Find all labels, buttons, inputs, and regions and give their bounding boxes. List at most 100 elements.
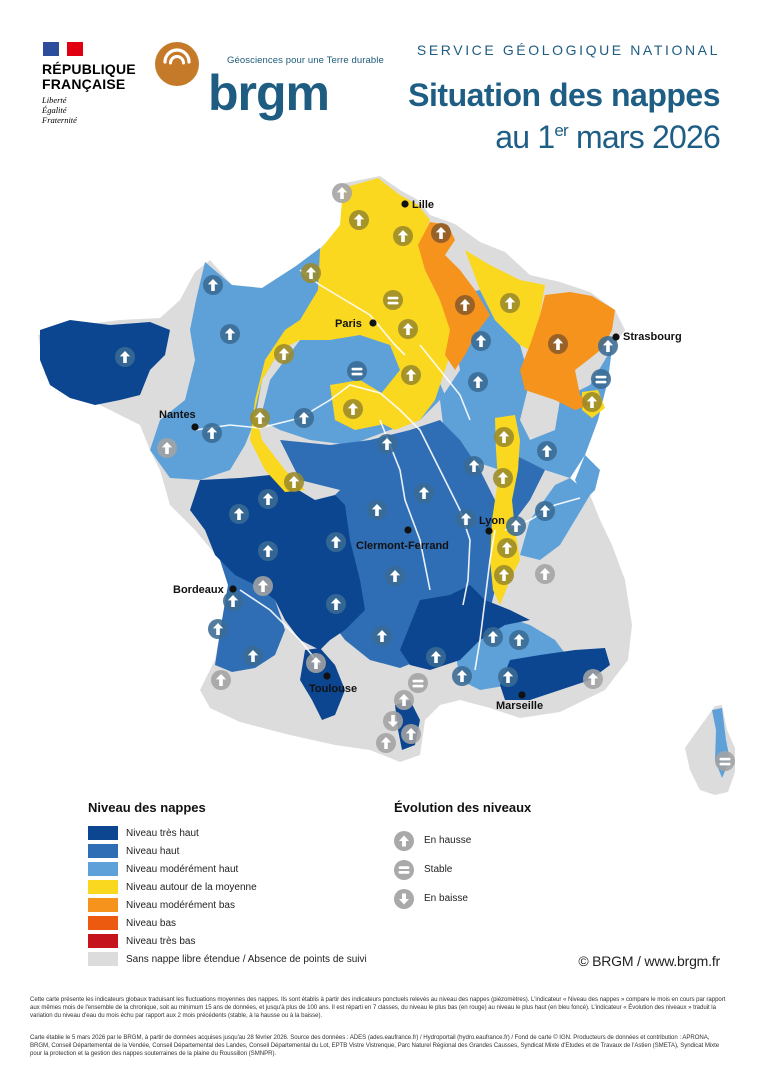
arrow-up-circle-icon [426, 647, 446, 667]
city-lille: Lille [401, 199, 434, 211]
arrow-up-circle-icon [401, 724, 421, 744]
legend-item-moderement-bas: Niveau modérément bas [88, 896, 367, 914]
arrow-up-circle-icon [471, 331, 491, 351]
equals-circle-icon [408, 673, 428, 693]
arrow-up-circle-icon [332, 183, 352, 203]
map-canvas: Lille Paris Strasbourg Nantes Lyon Clermont-F… [38, 176, 735, 795]
arrow-up-circle-icon [456, 509, 476, 529]
legend-item-stable: Stable [394, 855, 471, 884]
legend-evolution: En hausse Stable En baisse [394, 826, 471, 913]
arrow-up-circle-icon [294, 408, 314, 428]
region-niveau-moderement-bas [418, 222, 615, 410]
legend-item-moderement-haut: Niveau modérément haut [88, 860, 367, 878]
city-dot-icon [401, 200, 409, 208]
arrow-up-circle-icon [250, 408, 270, 428]
arrow-up-circle-icon [349, 210, 369, 230]
city-label: Clermont-Ferrand [356, 540, 449, 552]
equals-circle-icon [347, 361, 367, 381]
city-label: Nantes [159, 409, 196, 421]
legend-item-baisse: En baisse [394, 884, 471, 913]
city-dot-icon [229, 585, 237, 593]
city-dot-icon [485, 527, 493, 535]
arrow-up-circle-icon [401, 365, 421, 385]
arrow-up-circle-icon [376, 733, 396, 753]
arrow-up-circle-icon [385, 566, 405, 586]
arrow-up-circle-icon [274, 344, 294, 364]
legend-item-autour-moyenne: Niveau autour de la moyenne [88, 878, 367, 896]
arrow-up-circle-icon [506, 516, 526, 536]
arrow-up-circle-icon [243, 646, 263, 666]
arrow-up-circle-icon [393, 226, 413, 246]
arrow-up-circle-icon [535, 564, 555, 584]
arrow-up-circle-icon [398, 319, 418, 339]
arrow-up-circle-icon [493, 468, 513, 488]
arrow-up-circle-icon [203, 275, 223, 295]
city-dot-icon [612, 333, 620, 341]
city-lyon: Lyon [479, 515, 505, 535]
arrow-up-circle-icon [535, 501, 555, 521]
legend-item-hausse: En hausse [394, 826, 471, 855]
arrow-up-circle-icon [258, 489, 278, 509]
arrow-up-circle-icon [115, 347, 135, 367]
arrow-up-circle-icon [431, 223, 451, 243]
legend-evolution-title: Évolution des niveaux [394, 800, 532, 815]
swatch-moderement-bas [88, 898, 118, 912]
arrow-up-circle-icon [582, 392, 602, 412]
swatch-bas [88, 916, 118, 930]
arrow-up-circle-icon [494, 427, 514, 447]
brgm-wordmark: brgm [208, 65, 330, 121]
arrow-up-circle-icon [497, 538, 517, 558]
arrow-up-circle-icon [258, 541, 278, 561]
arrow-up-circle-icon [326, 594, 346, 614]
republique-name: RÉPUBLIQUE FRANÇAISE [42, 61, 136, 92]
swatch-tres-bas [88, 934, 118, 948]
copyright-link[interactable]: © BRGM / www.brgm.fr [578, 953, 720, 969]
city-dot-icon [191, 423, 199, 431]
footnote-sources: Carte établie le 5 mars 2026 par le BRGM… [30, 1034, 720, 1058]
brgm-emblem-icon [155, 42, 199, 86]
service-label: SERVICE GÉOLOGIQUE NATIONAL [416, 42, 720, 58]
arrow-up-circle-icon [202, 423, 222, 443]
city-marseille: Marseille [496, 691, 543, 712]
city-dot-icon [404, 526, 412, 534]
city-toulouse: Toulouse [309, 672, 357, 695]
footnote-explanation: Cette carte présente les indicateurs glo… [30, 996, 726, 1020]
city-dot-icon [518, 691, 526, 699]
arrow-up-circle-icon [253, 576, 273, 596]
legend-item-bas: Niveau bas [88, 914, 367, 932]
republique-francaise-logo: RÉPUBLIQUE FRANÇAISE Liberté Égalité Fra… [42, 42, 152, 125]
city-label: Paris [335, 318, 362, 330]
legend-item-tres-haut: Niveau très haut [88, 824, 367, 842]
republique-motto: Liberté Égalité Fraternité [42, 95, 77, 125]
brgm-logo: Géosciences pour une Terre durable brgm [155, 40, 385, 120]
city-clermont-ferrand: Clermont-Ferrand [356, 526, 449, 552]
arrow-up-circle-icon [284, 472, 304, 492]
arrow-up-circle-icon [223, 591, 243, 611]
arrow-up-circle-icon [500, 293, 520, 313]
arrow-up-circle-icon [326, 532, 346, 552]
legend-levels-title: Niveau des nappes [88, 800, 206, 815]
arrow-up-circle-icon [301, 263, 321, 283]
swatch-sans-nappe [88, 952, 118, 966]
city-label: Bordeaux [173, 584, 225, 596]
arrow-up-circle-icon [598, 336, 618, 356]
legend-levels: Niveau très haut Niveau haut Niveau modé… [88, 824, 367, 968]
arrow-up-circle-icon [537, 441, 557, 461]
city-nantes: Nantes [159, 409, 199, 431]
arrow-up-circle-icon [483, 627, 503, 647]
arrow-up-circle-icon [157, 438, 177, 458]
equals-circle-icon [591, 369, 611, 389]
city-label: Lille [412, 199, 434, 211]
arrow-up-circle-icon [509, 630, 529, 650]
city-label: Lyon [479, 515, 505, 527]
arrow-up-circle-icon [377, 434, 397, 454]
arrow-up-circle-icon [414, 483, 434, 503]
swatch-haut [88, 844, 118, 858]
arrow-up-circle-icon [394, 690, 414, 710]
swatch-autour-moyenne [88, 880, 118, 894]
city-dot-icon [323, 672, 331, 680]
arrow-up-circle-icon [229, 504, 249, 524]
arrow-up-circle-icon [455, 295, 475, 315]
legend-item-sans-nappe: Sans nappe libre étendue / Absence de po… [88, 950, 367, 968]
arrow-down-circle-icon [394, 888, 414, 909]
